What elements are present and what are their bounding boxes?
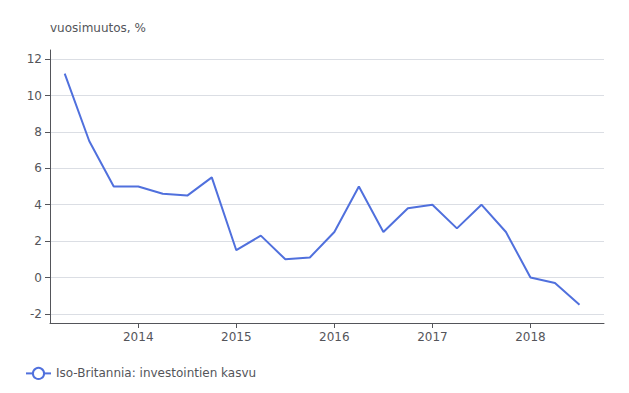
svg-text:8: 8 <box>34 125 42 139</box>
svg-text:2017: 2017 <box>417 330 448 344</box>
svg-text:0: 0 <box>34 271 42 285</box>
svg-text:-2: -2 <box>30 307 42 321</box>
svg-text:12: 12 <box>27 52 42 66</box>
svg-text:Iso-Britannia: investointien k: Iso-Britannia: investointien kasvu <box>56 366 256 380</box>
svg-text:2014: 2014 <box>123 330 154 344</box>
svg-text:2015: 2015 <box>221 330 252 344</box>
svg-text:4: 4 <box>34 198 42 212</box>
svg-text:10: 10 <box>27 89 42 103</box>
svg-text:2016: 2016 <box>319 330 350 344</box>
svg-text:2018: 2018 <box>515 330 546 344</box>
svg-text:6: 6 <box>34 161 42 175</box>
svg-text:2: 2 <box>34 234 42 248</box>
svg-text:vuosimuutos, %: vuosimuutos, % <box>50 21 146 35</box>
